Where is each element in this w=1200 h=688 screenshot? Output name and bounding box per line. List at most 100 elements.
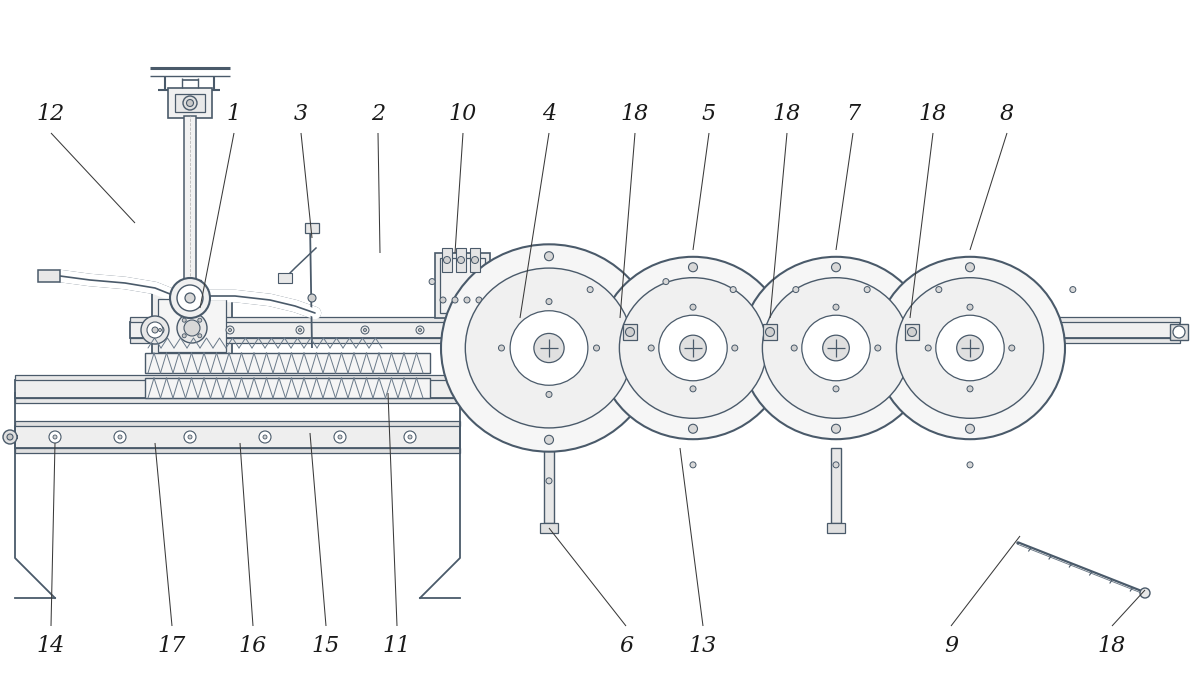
Text: 2: 2 xyxy=(371,103,385,125)
Ellipse shape xyxy=(534,334,564,363)
Circle shape xyxy=(690,304,696,310)
Text: 18: 18 xyxy=(620,103,649,125)
Circle shape xyxy=(766,327,774,336)
Circle shape xyxy=(142,316,169,344)
Circle shape xyxy=(732,345,738,351)
Bar xyxy=(14,380,460,398)
Circle shape xyxy=(662,279,668,285)
Circle shape xyxy=(228,328,232,332)
Text: 18: 18 xyxy=(919,103,947,125)
Bar xyxy=(14,448,460,453)
Circle shape xyxy=(1070,287,1076,292)
Bar xyxy=(14,426,460,448)
Text: 8: 8 xyxy=(1000,103,1014,125)
Ellipse shape xyxy=(510,311,588,385)
Ellipse shape xyxy=(823,335,850,361)
Bar xyxy=(830,448,841,523)
Circle shape xyxy=(464,297,470,303)
Text: 9: 9 xyxy=(944,635,958,657)
Circle shape xyxy=(967,462,973,468)
Circle shape xyxy=(184,431,196,443)
Bar xyxy=(14,421,460,426)
Bar xyxy=(540,523,558,533)
Circle shape xyxy=(118,435,122,439)
Circle shape xyxy=(178,313,208,343)
Ellipse shape xyxy=(875,257,1066,439)
Bar xyxy=(145,378,430,398)
Bar xyxy=(130,322,1180,338)
Circle shape xyxy=(689,424,697,433)
Bar xyxy=(490,320,545,350)
Bar xyxy=(470,248,480,272)
Bar xyxy=(179,280,202,290)
Bar xyxy=(130,317,1180,322)
Circle shape xyxy=(936,287,942,292)
Ellipse shape xyxy=(442,244,658,452)
Circle shape xyxy=(472,257,479,264)
Bar xyxy=(168,88,212,118)
Text: 1: 1 xyxy=(227,103,241,125)
Bar xyxy=(38,270,60,282)
Circle shape xyxy=(226,326,234,334)
Circle shape xyxy=(546,299,552,305)
Text: 7: 7 xyxy=(846,103,860,125)
Text: 18: 18 xyxy=(1098,635,1126,657)
Circle shape xyxy=(457,257,464,264)
Bar xyxy=(905,324,919,340)
Circle shape xyxy=(587,287,593,292)
Ellipse shape xyxy=(762,278,910,418)
Circle shape xyxy=(178,285,203,311)
Bar xyxy=(763,324,778,340)
Ellipse shape xyxy=(956,335,983,361)
Text: 18: 18 xyxy=(773,103,802,125)
Circle shape xyxy=(156,326,164,334)
Ellipse shape xyxy=(659,315,727,380)
Circle shape xyxy=(832,424,840,433)
Circle shape xyxy=(158,328,162,332)
Circle shape xyxy=(419,328,421,332)
Ellipse shape xyxy=(466,268,632,428)
Bar xyxy=(496,325,540,345)
Text: 6: 6 xyxy=(619,635,634,657)
Circle shape xyxy=(832,263,840,272)
Circle shape xyxy=(198,319,202,322)
Circle shape xyxy=(334,431,346,443)
Ellipse shape xyxy=(619,278,767,418)
Circle shape xyxy=(793,287,799,292)
Circle shape xyxy=(689,263,697,272)
Circle shape xyxy=(833,304,839,310)
Circle shape xyxy=(452,297,458,303)
Circle shape xyxy=(152,327,158,333)
Circle shape xyxy=(1009,345,1015,351)
Bar xyxy=(278,273,292,283)
Circle shape xyxy=(404,431,416,443)
Circle shape xyxy=(833,386,839,392)
Circle shape xyxy=(625,327,635,336)
Circle shape xyxy=(185,293,194,303)
Text: 5: 5 xyxy=(702,103,716,125)
Ellipse shape xyxy=(802,315,870,380)
Circle shape xyxy=(361,326,370,334)
Circle shape xyxy=(308,294,316,302)
Circle shape xyxy=(263,435,266,439)
Circle shape xyxy=(148,322,163,338)
Text: 14: 14 xyxy=(37,635,65,657)
Bar xyxy=(440,258,485,313)
Circle shape xyxy=(967,386,973,392)
Circle shape xyxy=(416,326,424,334)
Circle shape xyxy=(186,100,193,107)
Circle shape xyxy=(833,462,839,468)
Ellipse shape xyxy=(936,315,1004,380)
Text: 12: 12 xyxy=(37,103,65,125)
Ellipse shape xyxy=(742,257,931,439)
Ellipse shape xyxy=(598,257,788,439)
Bar xyxy=(145,353,430,373)
Circle shape xyxy=(730,287,736,292)
Bar xyxy=(152,293,232,358)
Circle shape xyxy=(875,345,881,351)
Circle shape xyxy=(690,462,696,468)
Circle shape xyxy=(182,334,186,338)
Circle shape xyxy=(546,391,552,398)
Circle shape xyxy=(498,345,504,351)
Circle shape xyxy=(259,431,271,443)
